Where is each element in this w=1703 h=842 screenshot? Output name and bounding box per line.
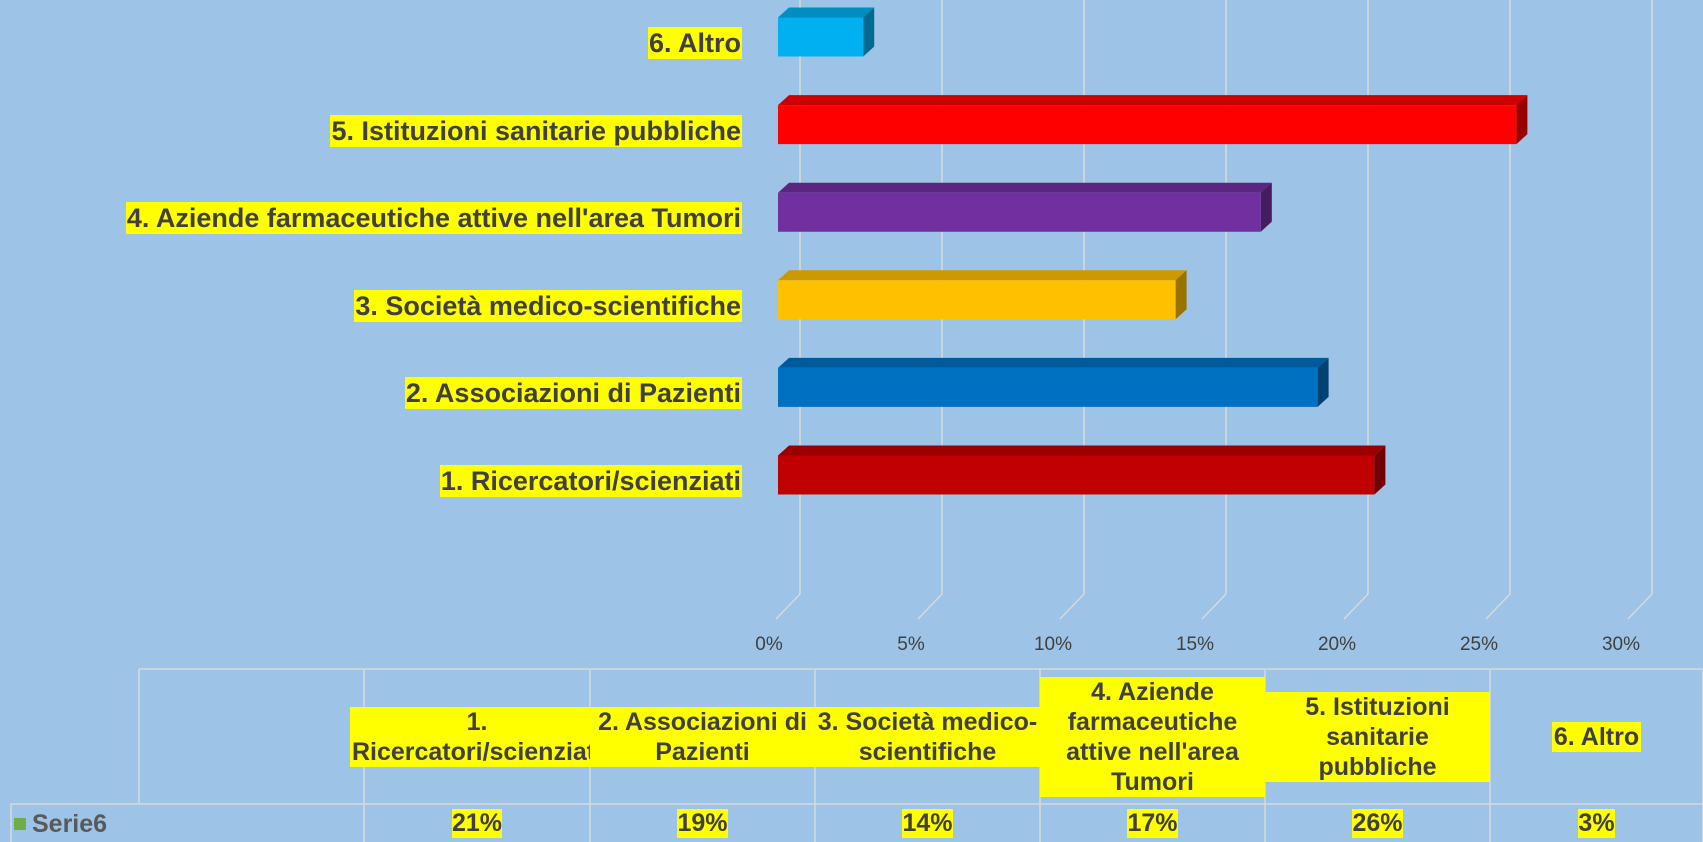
y-tick-label: 5. Istituzioni sanitarie pubbliche — [330, 114, 742, 147]
header-text: 3. Società medico-scientifiche — [815, 706, 1040, 767]
bar-side — [863, 7, 875, 57]
grid-floor — [1201, 593, 1227, 620]
header-text: 6. Altro — [1551, 721, 1642, 752]
bar-top — [778, 270, 1187, 281]
y-tick-label: 2. Associazioni di Pazienti — [404, 377, 742, 410]
table-value: 21% — [364, 804, 590, 842]
data-label: 21% — [451, 808, 503, 838]
bar — [778, 95, 1528, 145]
bar — [778, 7, 875, 57]
bar — [778, 270, 1187, 320]
grid-floor — [1485, 593, 1511, 620]
data-label: 14% — [902, 808, 953, 838]
legend-label: Serie6 — [32, 809, 108, 838]
table-header: 3. Società medico-scientifiche — [815, 669, 1040, 804]
x-tick-label: 0% — [755, 634, 783, 655]
x-tick-label: 25% — [1459, 634, 1499, 655]
legend-swatch — [14, 818, 26, 830]
table-header: 4. Aziende farmaceutiche attive nell'are… — [1040, 669, 1265, 804]
table-header: 2. Associazioni di Pazienti — [590, 669, 815, 804]
data-label: 3% — [1578, 808, 1615, 838]
bar-side — [1374, 445, 1386, 495]
x-tick-label: 5% — [897, 634, 925, 655]
y-tick-label: 6. Altro — [647, 27, 742, 59]
data-label: 19% — [677, 808, 728, 838]
legend: Serie6 — [14, 806, 107, 842]
bar-side — [1516, 95, 1528, 145]
table-value: 19% — [590, 804, 815, 842]
grid-floor — [1627, 593, 1653, 620]
bar-top — [778, 7, 875, 18]
bar — [778, 357, 1329, 407]
bar-side — [1260, 182, 1272, 232]
x-tick-label: 15% — [1175, 634, 1215, 655]
bar-front — [778, 367, 1318, 407]
bar-top — [778, 95, 1528, 106]
header-text: 5. Istituzioni sanitarie pubbliche — [1265, 691, 1490, 782]
bar-side — [1317, 357, 1329, 407]
data-label: 26% — [1352, 808, 1403, 838]
bar-top — [778, 182, 1272, 193]
bar-front — [778, 455, 1375, 495]
bar-top — [778, 445, 1386, 456]
x-tick-label: 20% — [1317, 634, 1357, 655]
y-tick-label: 1. Ricercatori/scienziati — [439, 465, 742, 497]
bar — [778, 182, 1272, 232]
header-text: 1. Ricercatori/scienziati — [349, 706, 605, 767]
bar-front — [778, 192, 1261, 232]
table-value: 26% — [1265, 804, 1490, 842]
header-text: 4. Aziende farmaceutiche attive nell'are… — [1040, 676, 1265, 797]
bar — [778, 445, 1386, 495]
grid-floor — [1059, 593, 1085, 620]
table-header: 6. Altro — [1490, 669, 1703, 804]
bar-top — [778, 357, 1329, 368]
y-tick-label: 3. Società medico-scientifiche — [354, 289, 742, 322]
grid-floor — [775, 593, 801, 620]
bar-side — [1175, 270, 1187, 320]
bar-front — [778, 17, 864, 57]
x-tick-label: 30% — [1601, 634, 1641, 655]
y-tick-label: 4. Aziende farmaceutiche attive nell'are… — [125, 202, 742, 235]
bar-front — [778, 280, 1176, 320]
data-label: 17% — [1127, 808, 1178, 838]
table-value: 3% — [1490, 804, 1703, 842]
x-tick-label: 10% — [1033, 634, 1073, 655]
header-text: 2. Associazioni di Pazienti — [590, 706, 815, 767]
table-header: 1. Ricercatori/scienziati — [349, 669, 605, 804]
table-value: 14% — [815, 804, 1040, 842]
table-header: 5. Istituzioni sanitarie pubbliche — [1265, 669, 1490, 804]
grid-floor — [917, 593, 943, 620]
bar-front — [778, 105, 1517, 145]
table-value: 17% — [1040, 804, 1265, 842]
grid-floor — [1343, 593, 1369, 620]
